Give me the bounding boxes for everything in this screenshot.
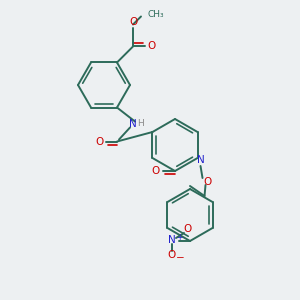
Text: H: H [138,119,144,128]
Text: O: O [184,224,192,234]
Text: O: O [203,177,211,187]
Text: −: − [176,253,184,263]
Text: O: O [129,17,137,28]
Text: N: N [196,155,204,165]
Text: +: + [176,232,182,242]
Text: O: O [95,136,103,146]
Text: O: O [151,166,159,176]
Text: O: O [147,41,155,52]
Text: N: N [129,118,137,128]
Text: O: O [168,250,176,260]
Text: CH₃: CH₃ [147,10,164,19]
Text: N: N [168,235,176,245]
